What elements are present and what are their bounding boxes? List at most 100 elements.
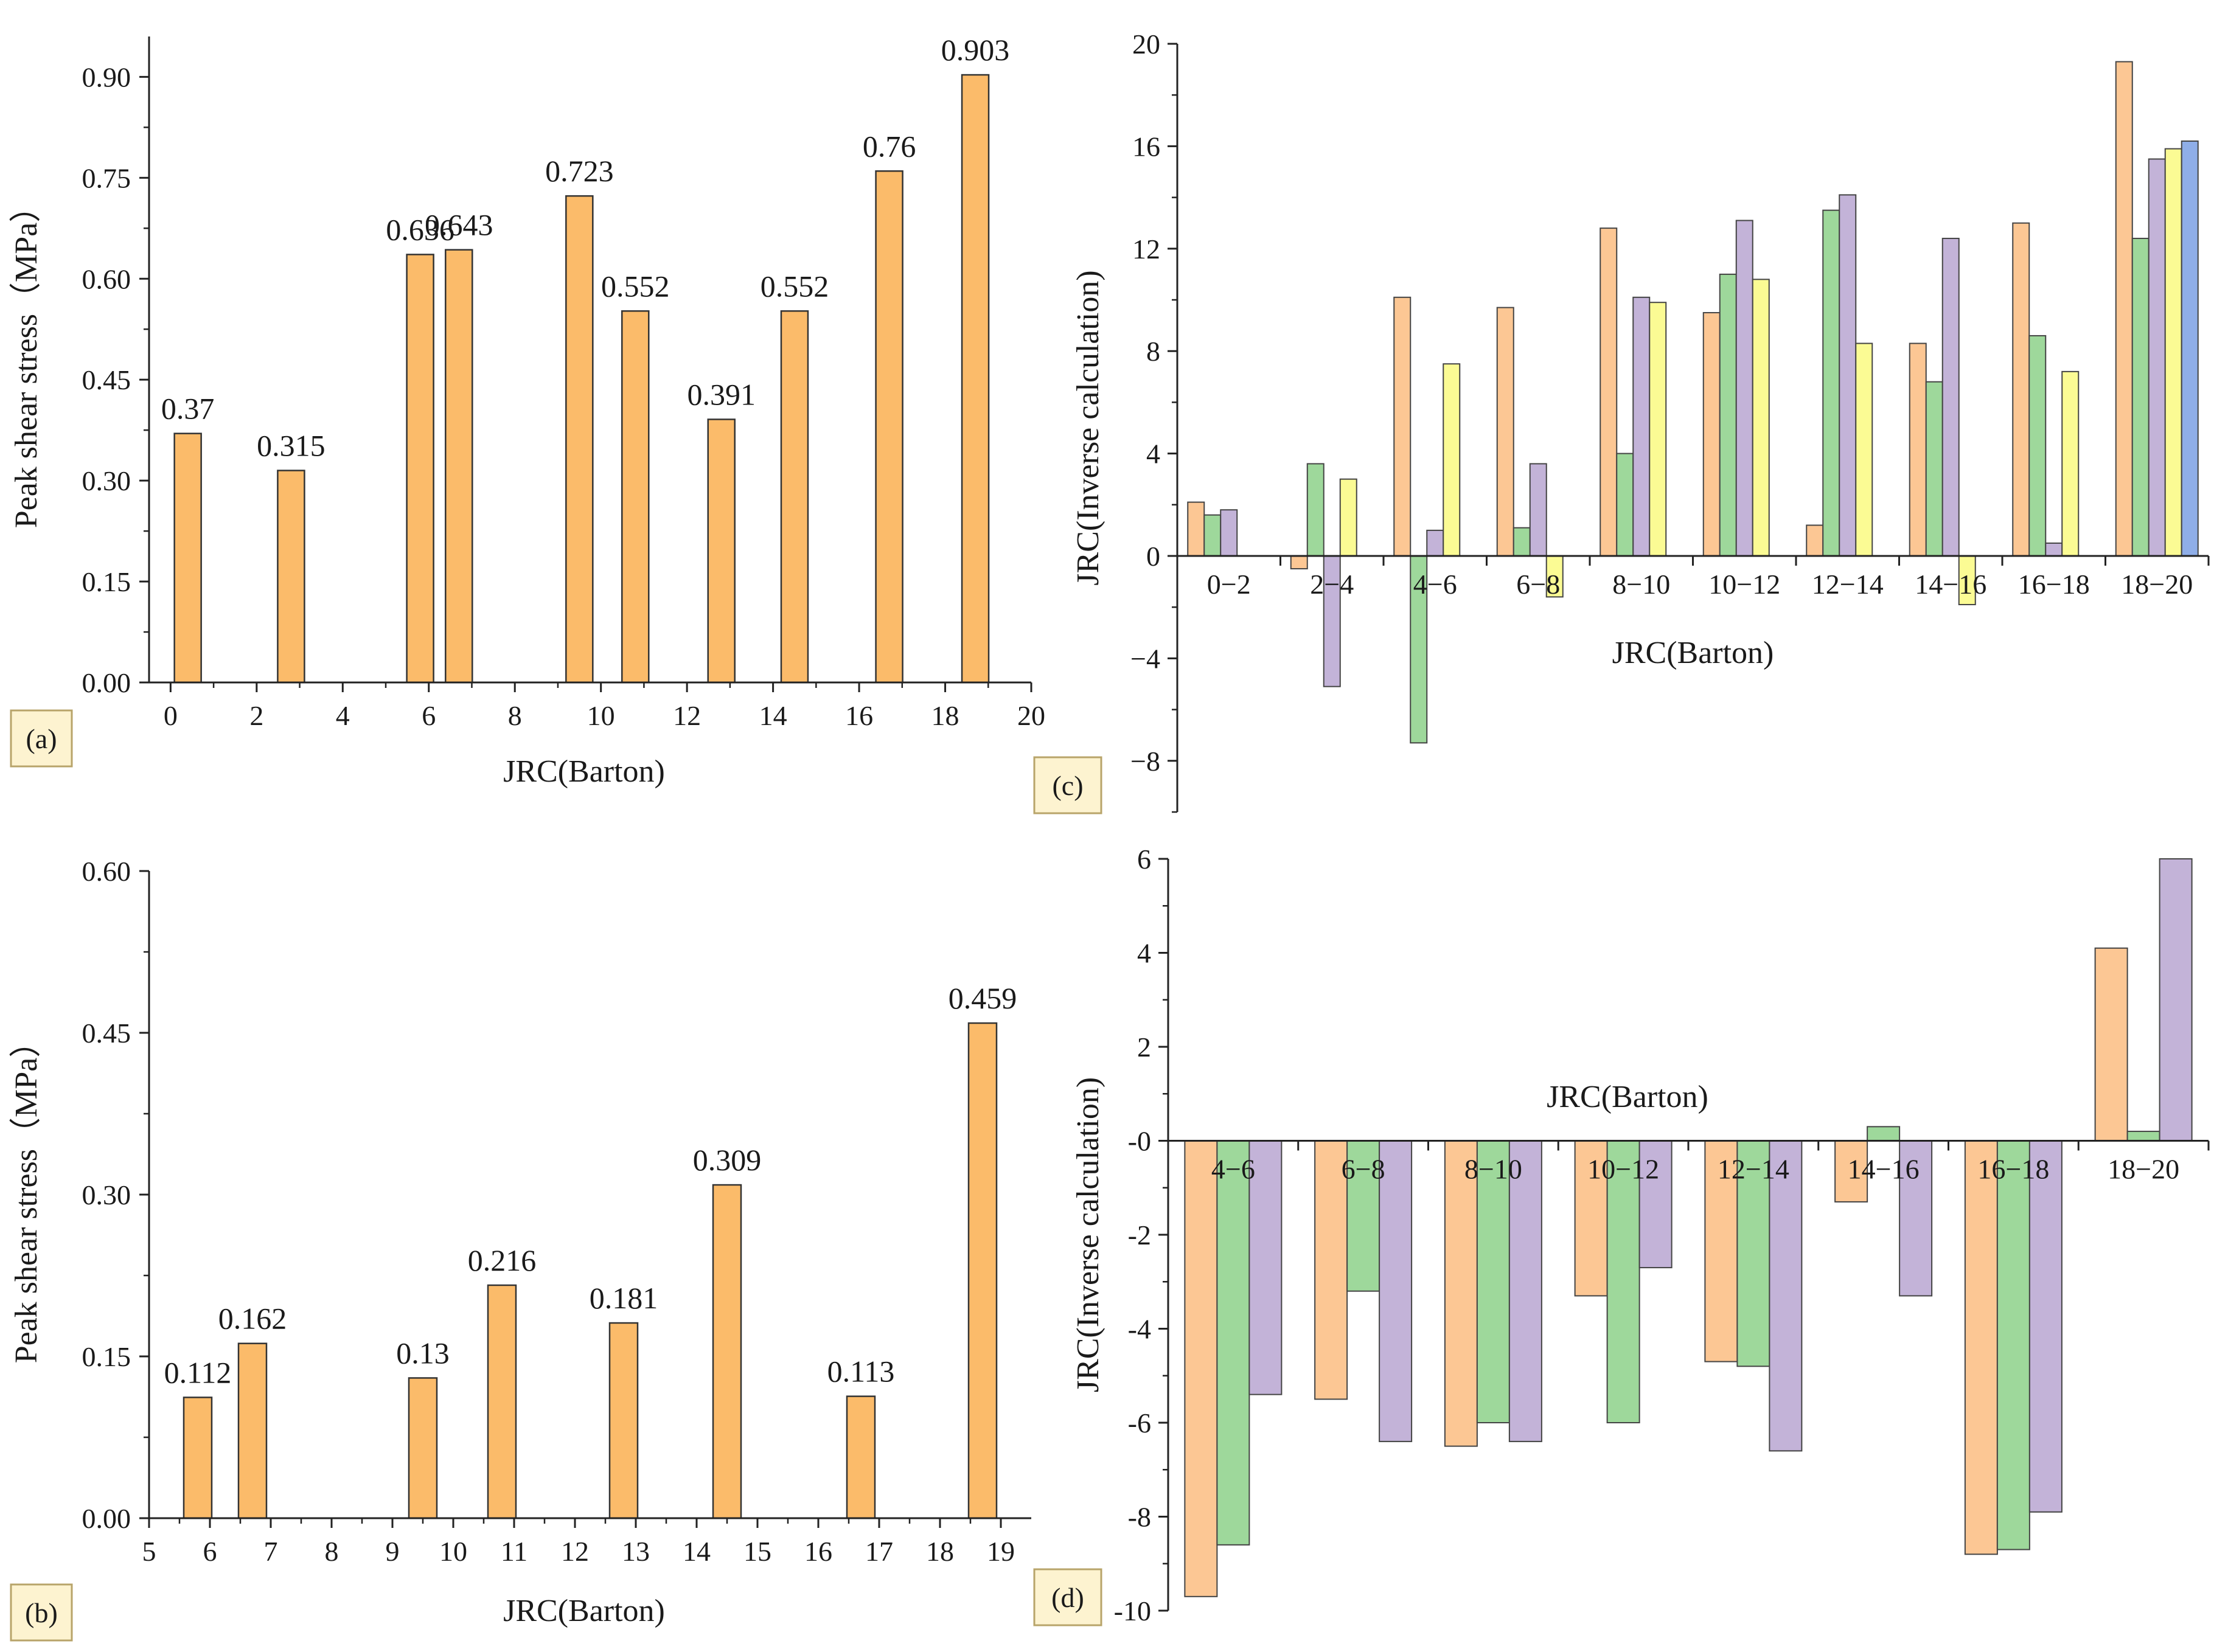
y-tick-label: -6 [1128, 1407, 1151, 1439]
bar [487, 1284, 517, 1519]
y-tick-label: 0.30 [82, 465, 131, 496]
bar [621, 310, 650, 684]
bar-series-2 [2131, 237, 2150, 557]
x-tick-label: 0 [164, 700, 178, 731]
bar [183, 1397, 213, 1519]
bar-series-4 [1752, 279, 1770, 557]
x-tick-label: 10 [439, 1536, 467, 1567]
bar-series-1 [1290, 555, 1308, 570]
bar [707, 418, 736, 684]
bar-series-1 [2094, 947, 2128, 1142]
bar-series-2 [1216, 1140, 1250, 1546]
bar-value-label: 0.636 [386, 212, 454, 246]
x-tick-label: 14 [759, 700, 787, 731]
bar [780, 310, 809, 684]
x-tick-label: 16 [804, 1536, 832, 1567]
x-axis-title: JRC(Barton) [503, 1594, 665, 1628]
bar [565, 195, 594, 684]
bar [277, 470, 305, 684]
x-tick-label: 5 [142, 1536, 156, 1567]
y-tick-label: 0.45 [82, 364, 131, 395]
y-tick-label: 0.60 [82, 856, 131, 887]
bar-value-label: 0.309 [693, 1143, 762, 1177]
bar-series-1 [1834, 1140, 1868, 1203]
bar-series-4 [1545, 555, 1564, 598]
x-tick-label: 19 [987, 1536, 1015, 1567]
bar-series-1 [1444, 1140, 1478, 1447]
y-axis-title: Peak shear stress（MPa） [9, 1026, 44, 1364]
y-tick-label: 0.60 [82, 263, 131, 294]
x-axis-title: JRC(Barton) [1547, 1080, 1708, 1114]
x-category-label: 4−6 [1413, 569, 1457, 600]
y-tick-label: -4 [1128, 1314, 1151, 1345]
bar-value-label: 0.723 [545, 154, 614, 188]
x-category-label: 6−8 [1342, 1154, 1385, 1185]
bar-value-label: 0.216 [468, 1243, 537, 1277]
bar-series-2 [1306, 463, 1325, 557]
x-tick-label: 13 [622, 1536, 650, 1567]
y-axis-title: Peak shear stress（MPa） [9, 191, 44, 529]
bar-series-3 [1769, 1140, 1803, 1452]
x-tick-label: 11 [501, 1536, 527, 1567]
bar-series-1 [1496, 307, 1514, 557]
panel-label-box [10, 709, 73, 768]
y-axis-title: JRC(Inverse calculation) [1071, 1077, 1105, 1392]
bar-series-1 [2012, 222, 2030, 557]
bar-series-2 [1996, 1140, 2030, 1550]
bar-series-1 [1704, 1140, 1738, 1362]
bar [967, 1022, 998, 1519]
x-tick-label: 15 [743, 1536, 771, 1567]
bar-series-1 [1964, 1140, 1998, 1555]
x-category-label: 8−10 [1464, 1154, 1522, 1185]
y-tick-label: -0 [1128, 1126, 1151, 1157]
x-category-label: 18−20 [2121, 569, 2193, 600]
bar-series-3 [1248, 1140, 1283, 1395]
y-tick-label: -2 [1128, 1220, 1151, 1251]
bar-series-3 [1323, 555, 1341, 687]
bar-series-4 [2061, 370, 2080, 557]
x-tick-label: 6 [203, 1536, 217, 1567]
y-tick-label: 16 [1132, 131, 1160, 162]
bar-series-2 [1203, 514, 1222, 557]
x-category-label: 8−10 [1612, 569, 1670, 600]
x-tick-label: 4 [336, 700, 350, 731]
y-tick-label: 0.75 [82, 162, 131, 193]
bar-series-1 [1600, 227, 1618, 557]
y-tick-label: 12 [1132, 234, 1160, 265]
bar-series-3 [1529, 463, 1547, 557]
bar-series-4 [1855, 342, 1873, 557]
y-tick-label: 2 [1137, 1032, 1151, 1063]
bar-series-2 [1513, 527, 1531, 557]
y-tick-label: 0.30 [82, 1179, 131, 1210]
x-tick-label: 20 [1017, 700, 1045, 731]
panel-label: (b) [25, 1597, 58, 1628]
bar-series-3 [2159, 858, 2193, 1142]
bar-value-label: 0.552 [601, 269, 670, 303]
x-tick-label: 7 [264, 1536, 278, 1567]
bar-series-2 [1867, 1126, 1901, 1142]
bar-series-4 [1649, 302, 1667, 557]
bar-series-4 [1339, 478, 1357, 557]
y-tick-label: 0.90 [82, 61, 131, 92]
x-tick-label: 6 [422, 700, 436, 731]
bar [875, 170, 903, 684]
y-tick-label: 6 [1137, 844, 1151, 875]
y-tick-label: -10 [1114, 1595, 1151, 1626]
bar-series-3 [1899, 1140, 1933, 1297]
x-category-label: 2−4 [1310, 569, 1354, 600]
x-category-label: 10−12 [1708, 569, 1780, 600]
x-category-label: 12−14 [1812, 569, 1884, 600]
bar-series-1 [1187, 501, 1205, 557]
x-tick-label: 9 [386, 1536, 400, 1567]
x-axis-title: JRC(Barton) [503, 754, 665, 789]
chart-d: -10 -8 -6 -4 -2 -0 2 4 6 4−6 6−8 8−10 10−12 12−14 14−1… [1033, 844, 2210, 1626]
bar-series-4 [2164, 148, 2182, 557]
bar-value-label: 0.315 [257, 429, 325, 463]
bar [846, 1395, 876, 1519]
bar-series-1 [1806, 524, 1824, 557]
panel-label: (c) [1052, 770, 1083, 801]
x-category-label: 10−12 [1587, 1154, 1659, 1185]
y-tick-label: 0 [1146, 541, 1160, 572]
panel-label: (a) [26, 723, 57, 754]
